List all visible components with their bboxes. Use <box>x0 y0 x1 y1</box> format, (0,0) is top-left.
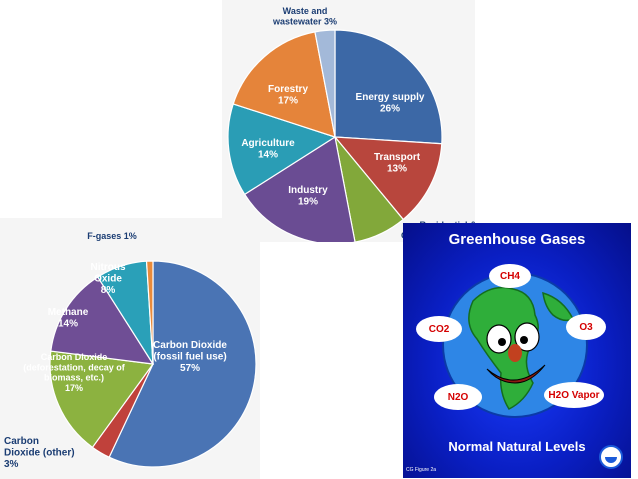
pie-slice-f-gases <box>145 260 154 365</box>
pie-slice-forestry <box>232 31 336 138</box>
poster-footer: Normal Natural Levels <box>448 439 586 454</box>
o3-cloud: O3 <box>565 313 607 341</box>
co2-cloud: CO2 <box>415 315 463 343</box>
slice-label-agriculture-4: Agriculture 14% <box>241 138 295 161</box>
slice-label-industry-3: Industry 19% <box>288 185 328 208</box>
slice-label-energy-supply-0: Energy supply 26% <box>356 92 425 115</box>
earth-illustration <box>442 272 588 418</box>
pie-slice-agriculture <box>227 103 337 196</box>
gas-pie-panel: Carbon Dioxide (fossil fuel use) 57% Carbon… <box>0 218 260 479</box>
slice-label-f-gases-5: F-gases 1% <box>87 231 137 241</box>
slice-label-forestry-5: Forestry 17% <box>268 84 308 107</box>
slice-label-methane-3: Methane 14% <box>48 307 89 330</box>
pie-slice-residential-commercial-buildings <box>334 136 405 242</box>
o3-label: O3 <box>579 321 593 333</box>
h2o-vapor-label: H2O Vapor <box>548 389 600 401</box>
slice-label-carbon-dioxide-other--1: Carbon Dioxide (other) 3% <box>4 436 75 470</box>
slice-label-transport-1: Transport 13% <box>374 152 421 175</box>
figure-reference: CG Figure 2a <box>406 467 437 473</box>
n2o-label: N2O <box>447 391 469 403</box>
slice-label-carbon-dioxide-0: Carbon Dioxide (fossil fuel use) 57% <box>153 340 227 374</box>
pie-slice-methane <box>50 276 155 365</box>
n2o-cloud: N2O <box>433 383 483 411</box>
pie-slice-energy-supply <box>334 29 443 145</box>
pie-slice-waste-and-wastewater <box>314 29 336 138</box>
noaa-logo-icon <box>599 445 623 469</box>
sector-pie-panel: Energy supply26%Transport13%Residential … <box>222 0 475 242</box>
co2-label: CO2 <box>428 323 450 335</box>
ch4-cloud: CH4 <box>488 263 532 289</box>
pie-slice-industry <box>243 136 356 242</box>
sector-pie-chart: Energy supply26%Transport13%Residential … <box>227 6 475 242</box>
h2o-vapor-cloud: H2O Vapor <box>543 381 605 409</box>
pie-slice-carbon-dioxide-2 <box>49 350 155 449</box>
greenhouse-poster: Greenhouse Gases CH4 CO2 O3 N2O H2O Vapo… <box>403 223 631 478</box>
slice-label-carbon-dioxide-2: Carbon Dioxide (deforestation, decay of bi… <box>23 352 126 393</box>
slice-label-waste-and-wastewater-6: Waste and wastewater 3% <box>272 6 337 26</box>
pie-slice-carbon-dioxide-0 <box>108 260 257 468</box>
ch4-label: CH4 <box>499 270 520 282</box>
slice-label-nitrous-oxide-4: Nitrous Oxide 8% <box>91 262 126 296</box>
gas-pie-chart: Carbon Dioxide (fossil fuel use) 57% Carbon… <box>4 231 257 470</box>
pie-slice-transport <box>333 136 443 221</box>
poster-title: Greenhouse Gases <box>448 231 586 248</box>
